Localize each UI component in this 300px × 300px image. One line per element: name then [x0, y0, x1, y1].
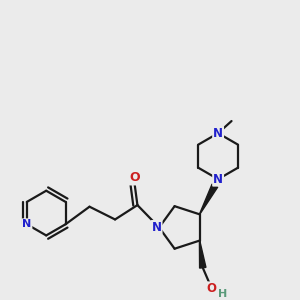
Text: N: N [213, 127, 223, 140]
Text: N: N [213, 173, 223, 186]
Polygon shape [200, 241, 206, 268]
Text: O: O [129, 171, 140, 184]
Text: N: N [22, 219, 32, 229]
Text: O: O [207, 282, 217, 295]
Text: H: H [218, 289, 227, 299]
Text: N: N [152, 221, 162, 234]
Polygon shape [200, 184, 218, 214]
